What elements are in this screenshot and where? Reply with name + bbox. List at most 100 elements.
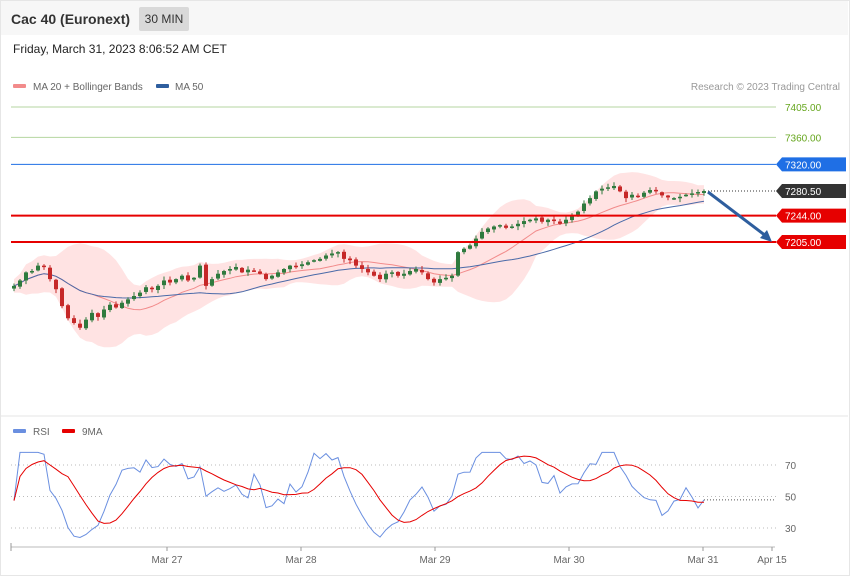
legend-ma50-label: MA 50 (175, 82, 204, 93)
rsi-line (13, 451, 705, 539)
candle-body (102, 309, 106, 318)
candle-body (432, 278, 436, 283)
x-tick-label: Mar 28 (285, 555, 317, 566)
candle (438, 275, 442, 286)
legend-ma20-label: MA 20 + Bollinger Bands (33, 82, 143, 93)
candle-body (48, 267, 52, 280)
candle-body (42, 265, 46, 268)
candle-body (510, 226, 514, 228)
candle-body (384, 273, 388, 280)
candle (456, 251, 460, 277)
price-levels: 7405.00 7360.00 7320.00 7280.50 7244.00 7205.… (11, 103, 846, 249)
candle (78, 319, 82, 330)
candle-body (342, 251, 346, 259)
candle (462, 247, 466, 255)
timeframe-button[interactable]: 30 MIN (139, 7, 189, 31)
candle-body (132, 296, 136, 300)
candle-body (702, 191, 706, 194)
candle-body (84, 319, 88, 329)
candle (522, 217, 526, 228)
candle-body (378, 274, 382, 280)
candle (198, 263, 202, 279)
candle-body (486, 228, 490, 233)
copyright: Research © 2023 Trading Central (691, 82, 840, 93)
candle-body (642, 192, 646, 197)
candle-body (594, 191, 598, 199)
candle (216, 270, 220, 281)
candle (72, 315, 76, 325)
candle-body (138, 292, 142, 297)
candle-body (240, 267, 244, 273)
candle (600, 185, 604, 195)
candle-body (72, 318, 76, 323)
candle (408, 268, 412, 276)
candle-body (624, 191, 628, 199)
candle-body (54, 279, 58, 290)
candle (36, 262, 40, 272)
candle-body (114, 304, 118, 308)
candle-body (252, 270, 256, 272)
candle (480, 228, 484, 240)
candle (348, 256, 352, 265)
candle-body (162, 280, 166, 286)
candle (606, 183, 610, 191)
candle-body (336, 252, 340, 254)
candle-body (630, 194, 634, 198)
candle (414, 266, 418, 274)
candle (120, 300, 124, 310)
candle-body (222, 271, 226, 275)
moving-averages (13, 192, 705, 311)
candle (696, 189, 700, 197)
legend-9ma-label: 9MA (82, 427, 103, 438)
candle-body (564, 219, 568, 224)
candle (12, 283, 16, 292)
candle (126, 297, 130, 307)
ma50-line (13, 200, 705, 299)
candle-body (408, 271, 412, 275)
candle-body (348, 258, 352, 261)
timestamp: Friday, March 31, 2023 8:06:52 AM CET (13, 42, 227, 56)
candle-body (534, 218, 538, 221)
candle-body (606, 187, 610, 189)
x-tick-label: Apr 15 (757, 555, 787, 566)
candle (204, 262, 208, 290)
candle (468, 243, 472, 250)
candle-body (108, 304, 112, 311)
candle-body (156, 285, 160, 290)
candle (486, 227, 490, 235)
candle-body (192, 277, 196, 280)
candle-body (426, 273, 430, 280)
candle (90, 309, 94, 323)
candle-body (660, 192, 664, 196)
candle-body (582, 203, 586, 211)
candle-body (414, 269, 418, 272)
candle-body (12, 285, 16, 289)
candle (690, 189, 694, 198)
candle (270, 274, 274, 280)
level-tag-2 (776, 157, 846, 172)
candle-body (666, 195, 670, 198)
candle (450, 273, 454, 282)
candle-body (312, 260, 316, 262)
candle-body (498, 225, 502, 227)
candle (702, 189, 706, 196)
candle-body (246, 269, 250, 273)
level-tag-4 (776, 208, 846, 223)
candle-body (204, 264, 208, 286)
candle-body (120, 302, 124, 309)
candle (60, 287, 64, 309)
candle (306, 260, 310, 266)
candle-body (318, 258, 322, 261)
candle (84, 317, 88, 331)
candle (138, 290, 142, 299)
candle (546, 218, 550, 226)
candle-body (396, 271, 400, 276)
candle (642, 191, 646, 199)
candle-body (300, 264, 304, 267)
candle (300, 261, 304, 269)
candle (318, 257, 322, 262)
candle-body (324, 255, 328, 259)
candle-body (228, 269, 232, 271)
level-tag-3 (776, 184, 846, 199)
